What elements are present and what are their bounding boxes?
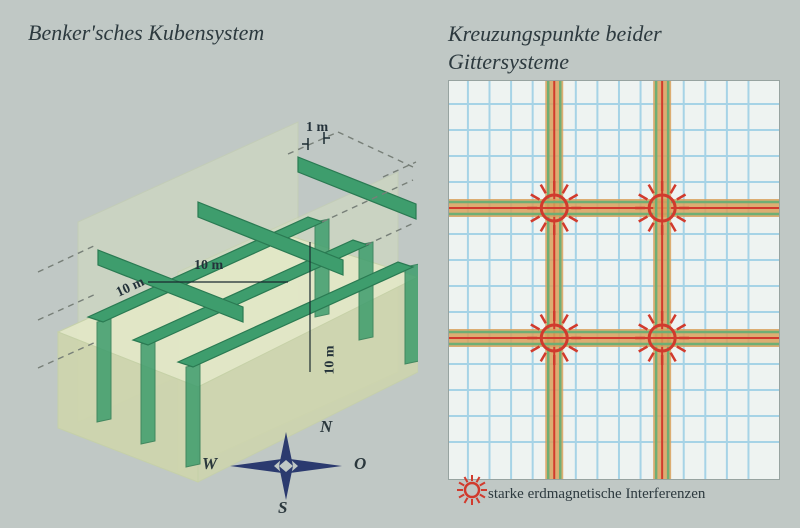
grid-intersection-diagram <box>448 80 780 480</box>
dim-thickness: 1 m <box>306 120 328 136</box>
dim-cell-horizontal: 10 m <box>194 258 223 274</box>
title-right-line2: Gittersysteme <box>448 49 569 74</box>
compass-n: N <box>320 417 332 437</box>
title-left: Benker'sches Kubensystem <box>28 20 264 46</box>
title-right-line1: Kreuzungspunkte beider <box>448 21 662 46</box>
compass-e: O <box>354 454 366 474</box>
compass-icon <box>216 426 356 506</box>
compass-s: S <box>278 498 287 518</box>
compass-w: W <box>202 454 217 474</box>
dim-cell-vertical: 10 m <box>323 345 339 374</box>
interference-icon <box>456 474 488 506</box>
legend-label: starke erdmagnetische Interferenzen <box>488 486 705 503</box>
title-right: Kreuzungspunkte beider Gittersysteme <box>448 20 662 75</box>
